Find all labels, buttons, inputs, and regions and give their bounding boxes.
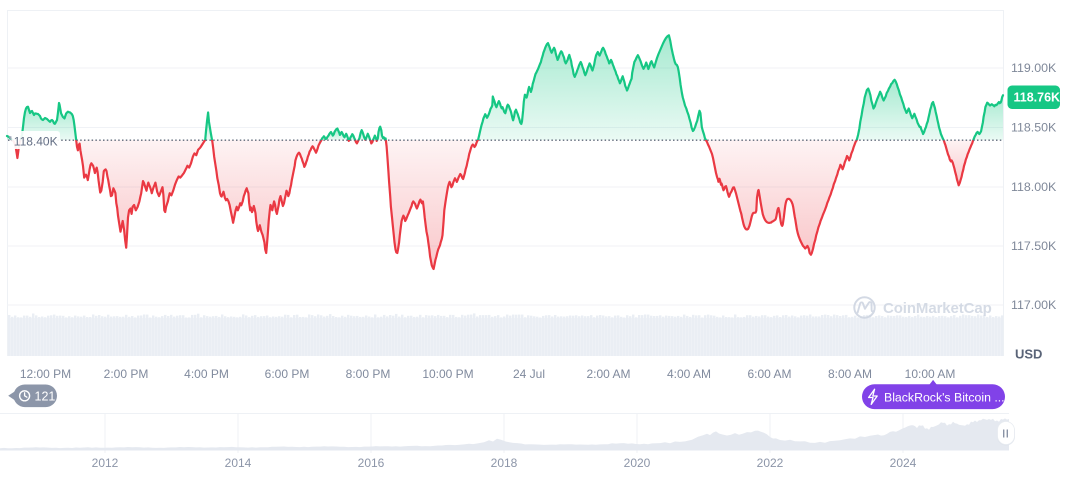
svg-text:118.76K: 118.76K: [1014, 91, 1061, 105]
svg-text:2012: 2012: [92, 456, 119, 470]
svg-text:2:00 AM: 2:00 AM: [586, 367, 630, 381]
svg-text:10:00 PM: 10:00 PM: [422, 367, 473, 381]
svg-text:118.00K: 118.00K: [1011, 180, 1057, 194]
svg-text:BlackRock's Bitcoin ...: BlackRock's Bitcoin ...: [884, 390, 1005, 404]
svg-text:121: 121: [35, 389, 56, 403]
svg-text:117.50K: 117.50K: [1011, 239, 1057, 253]
svg-text:117.00K: 117.00K: [1011, 298, 1057, 312]
svg-text:12:00 PM: 12:00 PM: [20, 367, 71, 381]
svg-text:2024: 2024: [890, 456, 917, 470]
svg-text:2022: 2022: [757, 456, 784, 470]
svg-text:24 Jul: 24 Jul: [513, 367, 545, 381]
svg-text:10:00 AM: 10:00 AM: [905, 367, 956, 381]
svg-text:2018: 2018: [491, 456, 518, 470]
svg-text:8:00 PM: 8:00 PM: [346, 367, 391, 381]
svg-text:118.50K: 118.50K: [1011, 121, 1057, 135]
svg-text:118.40K: 118.40K: [14, 134, 58, 148]
svg-text:CoinMarketCap: CoinMarketCap: [883, 300, 992, 317]
svg-text:2016: 2016: [358, 456, 385, 470]
svg-text:6:00 PM: 6:00 PM: [265, 367, 310, 381]
svg-text:2020: 2020: [624, 456, 651, 470]
svg-text:2:00 PM: 2:00 PM: [104, 367, 149, 381]
svg-text:4:00 AM: 4:00 AM: [667, 367, 711, 381]
svg-text:8:00 AM: 8:00 AM: [828, 367, 872, 381]
svg-text:4:00 PM: 4:00 PM: [184, 367, 229, 381]
svg-text:2014: 2014: [225, 456, 252, 470]
svg-text:6:00 AM: 6:00 AM: [747, 367, 791, 381]
svg-text:119.00K: 119.00K: [1011, 61, 1057, 75]
svg-text:USD: USD: [1015, 347, 1042, 362]
